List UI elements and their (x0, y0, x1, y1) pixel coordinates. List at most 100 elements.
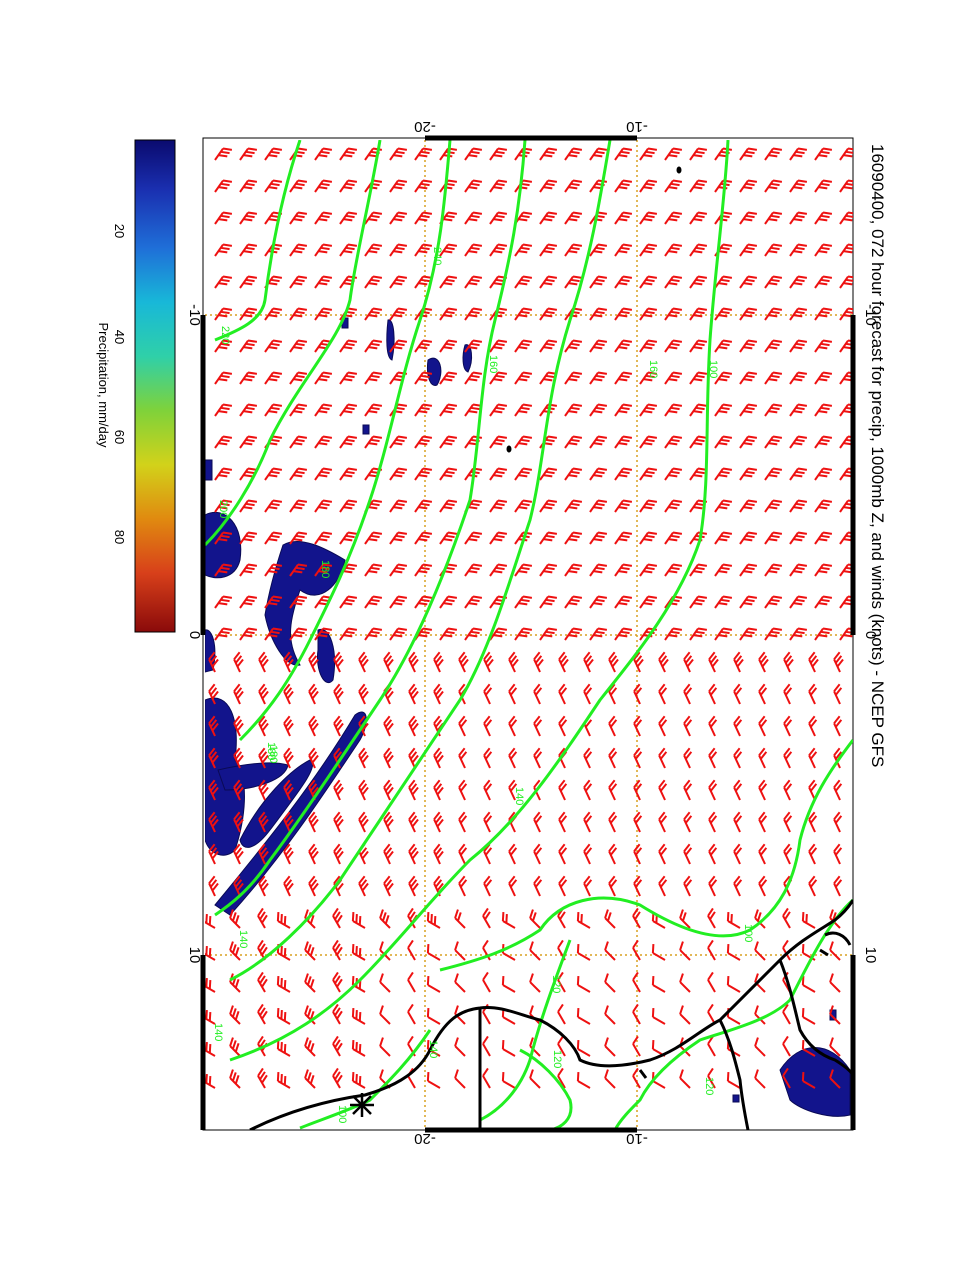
wind-barb-icon (604, 1069, 616, 1089)
barb-tick (484, 687, 493, 696)
barb-tick (245, 342, 255, 347)
barb-tick (257, 939, 264, 949)
barb-tick (572, 435, 583, 439)
barb-tick (643, 602, 653, 606)
wind-barb-icon (508, 843, 518, 865)
wind-barb-icon (426, 944, 441, 961)
barb-staff (557, 979, 566, 993)
barb-tick (268, 602, 278, 606)
wind-barb-icon (208, 651, 219, 673)
barb-tick (572, 371, 583, 375)
wind-barb-icon (229, 1005, 241, 1025)
barb-tick (604, 1005, 609, 1015)
barb-tick (343, 186, 353, 190)
barb-tick (393, 218, 403, 222)
barb-tick (395, 246, 405, 251)
barb-tick (384, 914, 390, 925)
barb-tick (518, 314, 528, 318)
barb-tick (793, 378, 803, 382)
wind-barb-icon (614, 147, 633, 161)
barb-tick (805, 914, 808, 924)
barb-tick (593, 506, 603, 510)
barb-tick (436, 754, 444, 764)
barb-tick (343, 282, 353, 286)
wind-barb-icon (529, 973, 541, 993)
barb-tick (407, 1003, 414, 1013)
barb-tick (533, 811, 541, 820)
barb-tick (258, 651, 266, 660)
barb-tick (407, 907, 414, 917)
barb-tick (368, 282, 378, 286)
wind-barb-icon (639, 435, 658, 449)
wind-barb-icon (233, 715, 244, 737)
barb-tick (820, 470, 830, 475)
barb-tick (395, 630, 405, 635)
wind-barb-icon (389, 339, 408, 353)
barb-tick (620, 246, 630, 251)
barb-staff (632, 915, 641, 929)
barb-tick (411, 722, 419, 732)
wind-barb-icon (214, 211, 233, 225)
barb-tick (593, 378, 603, 382)
barb-tick (632, 939, 639, 949)
wind-barb-icon (789, 627, 808, 641)
barb-tick (522, 339, 533, 343)
barb-tick (443, 538, 453, 542)
barb-tick (320, 406, 330, 411)
barb-tick (355, 946, 358, 956)
wind-barb-icon (339, 371, 358, 385)
figure-title: 16090400, 072 hour forecast for precip, … (868, 144, 887, 767)
barb-staff (782, 1043, 791, 1057)
barb-tick (445, 630, 455, 635)
barb-tick (693, 378, 703, 382)
barb-tick (495, 438, 505, 443)
barb-tick (658, 651, 666, 660)
barb-tick (659, 751, 668, 760)
barb-tick (209, 879, 218, 888)
wind-barb-icon (632, 971, 641, 993)
barb-tick (270, 470, 280, 475)
wind-barb-icon (489, 403, 508, 417)
barb-staff (829, 981, 841, 993)
barb-tick (309, 751, 318, 760)
barb-tick (557, 1035, 564, 1045)
barb-tick (361, 786, 369, 796)
barb-tick (422, 499, 433, 503)
barb-tick (634, 719, 643, 728)
barb-tick (482, 1067, 489, 1077)
barb-tick (718, 634, 728, 638)
barb-staff (483, 850, 491, 865)
barb-tick (793, 218, 803, 222)
barb-tick (384, 687, 393, 696)
wind-barb-icon (308, 747, 319, 769)
lat-label: -20 (414, 1130, 436, 1147)
barb-tick (370, 534, 380, 539)
wind-barb-icon (614, 403, 633, 417)
barb-staff (557, 1043, 566, 1057)
barb-tick (245, 310, 255, 315)
contour-label: 100 (336, 1105, 348, 1123)
barb-tick (308, 811, 316, 820)
barb-tick (668, 250, 678, 254)
barb-tick (620, 214, 630, 219)
barb-tick (358, 948, 362, 958)
barb-tick (293, 442, 303, 446)
barb-staff (708, 690, 716, 705)
barb-tick (272, 627, 283, 631)
barb-tick (770, 470, 780, 475)
wind-barb-icon (664, 147, 683, 161)
barb-tick (509, 655, 518, 664)
wind-barb-icon (764, 563, 783, 577)
colorbar-tick: 40 (112, 330, 127, 344)
wind-barb-icon (814, 595, 833, 609)
wind-barb-icon (604, 1005, 616, 1025)
barb-tick (393, 442, 403, 446)
barb-tick (229, 1069, 234, 1079)
barb-tick (697, 627, 708, 631)
barb-tick (520, 630, 530, 635)
barb-tick (447, 211, 458, 215)
wind-barb-icon (408, 651, 419, 673)
wind-barb-icon (614, 371, 633, 385)
wind-barb-icon (801, 976, 816, 993)
